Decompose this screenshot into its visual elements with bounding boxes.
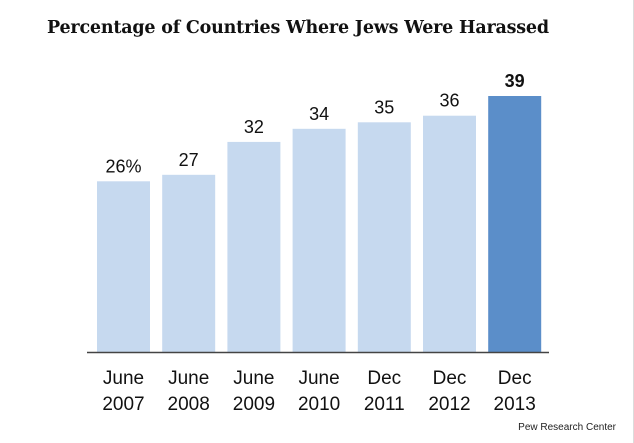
- x-tick-month: Dec: [433, 368, 467, 389]
- data-label-june-2007: 26%: [105, 156, 141, 176]
- source-credit: Pew Research Center: [518, 422, 616, 433]
- data-label-june-2010: 34: [309, 104, 329, 124]
- x-tick-year: 2007: [102, 394, 144, 415]
- data-label-dec-2011: 35: [374, 97, 394, 117]
- x-tick-month: Dec: [498, 368, 532, 389]
- data-label-june-2009: 32: [244, 117, 264, 137]
- x-tick-year: 2013: [494, 394, 536, 415]
- data-label-dec-2013: 39: [505, 71, 525, 91]
- x-tick-month: June: [233, 368, 274, 389]
- data-label-dec-2012: 36: [439, 91, 459, 111]
- x-tick-year: 2012: [428, 394, 470, 415]
- bar-dec-2011: [357, 122, 411, 352]
- bar-june-2009: [227, 141, 281, 352]
- chart-title: Percentage of Countries Where Jews Were …: [47, 18, 549, 38]
- bar-dec-2012: [423, 115, 476, 352]
- bar-june-2010: [292, 128, 346, 352]
- x-tick-month: June: [168, 368, 209, 389]
- x-tick-year: 2008: [168, 394, 210, 415]
- bar-june-2008: [162, 174, 216, 352]
- bar-dec-2013: [488, 96, 542, 352]
- data-label-june-2008: 27: [179, 150, 199, 170]
- x-tick-month: Dec: [367, 368, 401, 389]
- x-tick-year: 2010: [298, 394, 340, 415]
- x-tick-month: June: [103, 368, 144, 389]
- x-tick-month: June: [298, 368, 339, 389]
- x-tick-year: 2009: [233, 394, 275, 415]
- bar-june-2007: [97, 181, 150, 352]
- x-tick-year: 2011: [364, 394, 405, 415]
